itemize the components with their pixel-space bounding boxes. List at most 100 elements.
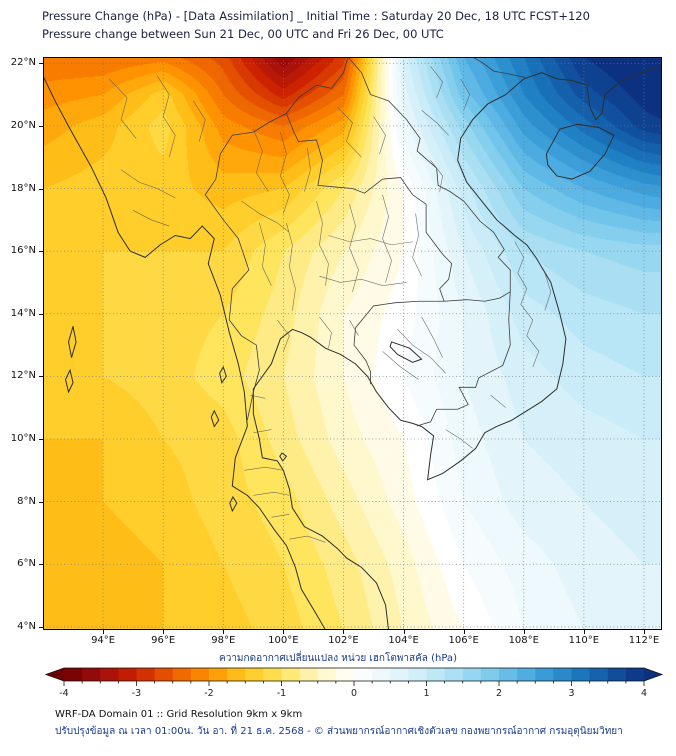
colorbar-segment: [82, 668, 101, 681]
pressure-field-canvas: [43, 57, 662, 630]
map-boundaries: [43, 57, 662, 630]
colorbar-tick-label: 4: [641, 688, 647, 699]
y-axis-tick-label: 16°N: [10, 245, 36, 257]
colorbar-segment: [335, 668, 355, 681]
country-borders: [205, 57, 525, 426]
y-axis-tick: [39, 626, 43, 628]
colorbar-segment: [317, 668, 337, 681]
coastline-mainland: [43, 66, 662, 630]
x-axis-tick-label: 112°E: [628, 635, 660, 646]
x-axis-tick: [463, 630, 465, 634]
x-axis-tick: [403, 630, 405, 634]
colorbar-segment: [607, 668, 627, 681]
colorbar-tick-label: 0: [351, 688, 357, 699]
colorbar-tick-label: 2: [496, 688, 502, 699]
colorbar-title: ความกดอากาศเปลี่ยนแปลง หน่วย เฮกโตพาสคัล…: [219, 653, 457, 664]
x-axis-tick: [283, 630, 285, 634]
colorbar-tick-label: -2: [204, 688, 213, 699]
colorbar-segment: [426, 668, 446, 681]
x-axis-tick: [343, 630, 345, 634]
x-axis-tick: [523, 630, 525, 634]
colorbar-segment: [589, 668, 609, 681]
colorbar-segment: [535, 668, 554, 681]
map-overlay: [43, 57, 662, 630]
x-axis-tick: [163, 630, 165, 634]
colorbar-right-arrow: [644, 668, 662, 681]
colorbar: -4 -3 -2 -1 0 1 2 3 4: [44, 667, 664, 699]
y-axis-tick-label: 20°N: [10, 119, 36, 131]
colorbar-segment: [444, 668, 464, 681]
colorbar-tick-label: -4: [59, 688, 68, 699]
y-axis-tick: [39, 501, 43, 503]
x-axis-tick-label: 106°E: [448, 635, 479, 646]
colorbar-segment: [462, 668, 482, 681]
province-borders: [109, 66, 551, 542]
x-axis-tick: [643, 630, 645, 634]
colorbar-segment: [190, 668, 210, 681]
y-axis-tick: [39, 125, 43, 127]
footer-domain-info: WRF-DA Domain 01 :: Grid Resolution 9km …: [55, 709, 303, 720]
y-axis-tick: [39, 313, 43, 315]
y-axis-tick: [39, 63, 43, 65]
y-axis-tick-label: 14°N: [10, 307, 36, 319]
colorbar-segment: [390, 668, 409, 681]
colorbar-segment: [281, 668, 301, 681]
x-axis-tick: [583, 630, 585, 634]
figure-title: Pressure Change (hPa) - [Data Assimilati…: [42, 9, 590, 23]
x-axis-tick-label: 110°E: [568, 635, 600, 646]
y-axis-tick-label: 4°N: [17, 620, 36, 632]
x-axis-tick-label: 102°E: [328, 635, 359, 646]
x-axis-tick-label: 100°E: [268, 635, 299, 646]
colorbar-segment: [154, 668, 174, 681]
y-axis-tick: [39, 376, 43, 378]
colorbar-segment: [571, 668, 591, 681]
colorbar-left-arrow: [46, 668, 64, 681]
y-axis-tick-label: 6°N: [17, 558, 36, 570]
x-axis-tick-label: 94°E: [91, 635, 116, 646]
figure-header: Pressure Change (hPa) - [Data Assimilati…: [42, 7, 590, 43]
tonle-sap-lake: [390, 342, 422, 362]
coastline-small-islands: [66, 326, 287, 511]
colorbar-segment: [299, 668, 319, 681]
colorbar-tick-label: 1: [423, 688, 429, 699]
colorbar-segment: [227, 668, 246, 681]
x-axis-tick-label: 98°E: [211, 635, 236, 646]
colorbar-segment: [118, 668, 137, 681]
colorbar-segment: [263, 668, 282, 681]
grid-lines: [43, 57, 662, 630]
y-axis-tick: [39, 439, 43, 440]
colorbar-segment: [100, 668, 119, 681]
colorbar-segment: [372, 668, 391, 681]
colorbar-segment: [209, 668, 228, 681]
x-axis-tick-label: 108°E: [508, 635, 539, 646]
y-axis-tick-label: 18°N: [10, 182, 36, 194]
y-axis-tick-label: 12°N: [10, 370, 36, 382]
y-axis-tick: [39, 564, 43, 566]
colorbar-segment: [64, 668, 83, 681]
colorbar-segment: [625, 668, 645, 681]
colorbar-tick-label: -1: [277, 688, 286, 699]
y-axis-tick-label: 22°N: [10, 57, 36, 69]
colorbar-tick-label: -3: [132, 688, 141, 699]
figure-subtitle: Pressure change between Sun 21 Dec, 00 U…: [42, 27, 444, 41]
y-axis-tick: [39, 188, 43, 190]
coastline-hainan-island: [546, 124, 614, 179]
x-axis-tick-label: 104°E: [388, 635, 419, 646]
colorbar-segment: [553, 668, 572, 681]
colorbar-segment: [499, 668, 518, 681]
y-axis-tick-label: 8°N: [17, 495, 36, 507]
colorbar-segment: [136, 668, 156, 681]
x-axis-tick: [103, 630, 105, 634]
y-axis-tick: [39, 251, 43, 253]
colorbar-segment: [480, 668, 500, 681]
footer-update-info: ปรับปรุงข้อมูล ณ เวลา 01:00น. วัน อา. ที…: [55, 726, 623, 737]
plot-frame: [43, 57, 662, 630]
colorbar-segment: [354, 668, 373, 681]
colorbar-segment: [408, 668, 427, 681]
colorbar-segment: [172, 668, 192, 681]
colorbar-segment: [517, 668, 536, 681]
x-axis-tick: [223, 630, 225, 634]
y-axis-tick-label: 10°N: [10, 433, 36, 444]
x-axis-tick-label: 96°E: [151, 635, 176, 646]
